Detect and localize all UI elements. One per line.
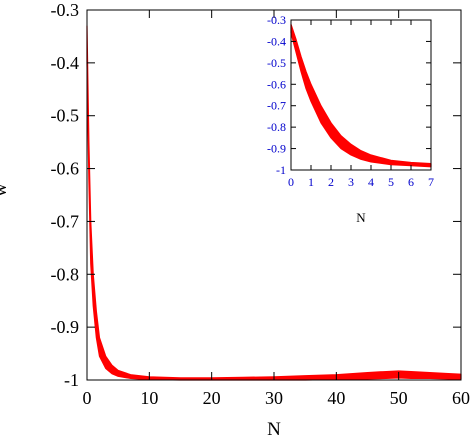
inset-x-tick-label-7: 7: [428, 175, 434, 189]
main-y-tick-label-4: -0.6: [51, 159, 80, 179]
inset-x-tick-label-0: 0: [288, 175, 294, 189]
main-y-tick-label-7: -0.3: [51, 0, 80, 20]
inset-x-axis-label: N: [356, 210, 366, 225]
main-y-tick-label-1: -0.9: [51, 317, 80, 337]
main-ticks-layer: [86, 9, 462, 381]
main-x-tick-label-3: 30: [265, 388, 283, 408]
inset-ticks-layer: [290, 19, 432, 171]
inset-y-tick-label-4: -0.6: [267, 77, 286, 91]
inset-tick-labels-layer: 0 1 2 3 4 5 6 7 -1 -0.9 -0.8 -0.7 -0.6 -0.5 -0.4 -0.3: [267, 13, 434, 189]
main-y-axis-label: w: [0, 183, 11, 197]
main-y-tick-label-0: -1: [64, 370, 79, 390]
main-y-tick-label-3: -0.7: [51, 211, 80, 231]
main-x-tick-label-2: 20: [203, 388, 221, 408]
main-x-tick-label-5: 50: [390, 388, 408, 408]
inset-x-tick-label-1: 1: [308, 175, 314, 189]
main-x-axis-label: N: [267, 419, 281, 439]
inset-x-tick-label-4: 4: [368, 175, 374, 189]
main-tick-labels-layer: 0 10 20 30 40 50 60-1-0.9-0.8-0.7-0.6-0.5-0.4-…: [51, 0, 471, 408]
inset-y-tick-label-2: -0.8: [267, 120, 286, 134]
main-x-tick-label-6: 60: [452, 388, 470, 408]
inset-x-tick-label-2: 2: [328, 175, 334, 189]
inset-x-tick-label-5: 5: [388, 175, 394, 189]
main-x-tick-label-4: 40: [327, 388, 345, 408]
inset-plot: 0 1 2 3 4 5 6 7 -1 -0.9 -0.8 -0.7 -0.6 -0.5 -0.4 -0.3 N: [267, 13, 434, 225]
inset-y-tick-label-3: -0.7: [267, 99, 286, 113]
inset-x-tick-label-3: 3: [348, 175, 354, 189]
main-x-tick-label-0: 0: [83, 388, 92, 408]
inset-x-tick-label-6: 6: [408, 175, 414, 189]
inset-y-tick-label-0: -1: [276, 163, 286, 177]
main-y-tick-label-2: -0.8: [51, 264, 80, 284]
inset-y-tick-label-6: -0.4: [267, 34, 286, 48]
inset-y-tick-label-1: -0.9: [267, 142, 286, 156]
inset-y-tick-label-5: -0.5: [267, 56, 286, 70]
main-y-tick-label-5: -0.5: [51, 106, 80, 126]
main-x-tick-label-1: 10: [140, 388, 158, 408]
inset-y-tick-label-7: -0.3: [267, 13, 286, 27]
main-y-tick-label-6: -0.4: [51, 53, 80, 73]
inset-plot-frame: [290, 19, 432, 171]
